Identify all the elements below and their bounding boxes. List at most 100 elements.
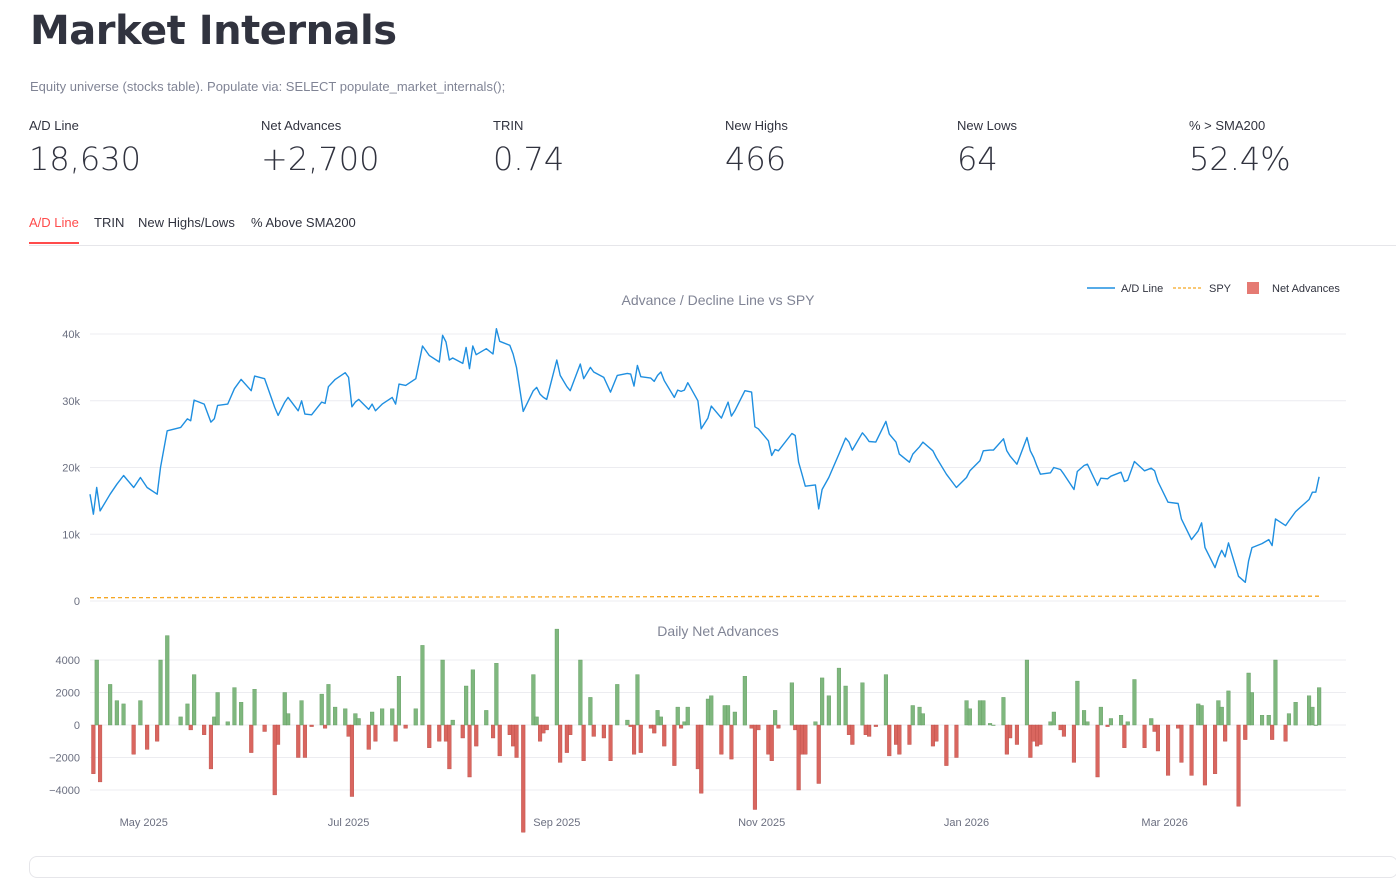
- net-advances-bar[interactable]: [215, 692, 220, 726]
- net-advances-bar[interactable]: [601, 724, 606, 739]
- net-advances-bar[interactable]: [977, 700, 982, 726]
- net-advances-bar[interactable]: [467, 724, 472, 778]
- net-advances-bar[interactable]: [349, 724, 355, 797]
- net-advances-bar[interactable]: [1004, 724, 1009, 755]
- net-advances-bar[interactable]: [1165, 724, 1171, 776]
- net-advances-bar[interactable]: [793, 724, 798, 731]
- net-advances-bar[interactable]: [1226, 690, 1231, 726]
- net-advances-bar[interactable]: [679, 724, 684, 729]
- net-advances-bar[interactable]: [366, 724, 371, 750]
- net-advances-bar[interactable]: [1317, 687, 1322, 726]
- net-advances-bar[interactable]: [732, 711, 737, 726]
- net-advances-bar[interactable]: [188, 724, 193, 731]
- net-advances-bar[interactable]: [1132, 679, 1137, 726]
- net-advances-bar[interactable]: [729, 724, 734, 760]
- net-advances-bar[interactable]: [1236, 724, 1241, 807]
- net-advances-bar[interactable]: [1202, 724, 1207, 786]
- net-advances-bar[interactable]: [437, 724, 442, 742]
- net-advances-bar[interactable]: [494, 663, 499, 726]
- net-advances-bar[interactable]: [158, 659, 163, 726]
- net-advances-bar[interactable]: [632, 724, 637, 755]
- net-advances-bar[interactable]: [554, 628, 559, 726]
- net-advances-bar[interactable]: [531, 674, 536, 726]
- net-advances-bar[interactable]: [907, 724, 912, 745]
- net-advances-bar[interactable]: [262, 724, 267, 732]
- net-advances-bar[interactable]: [393, 724, 398, 742]
- net-advances-bar[interactable]: [356, 718, 361, 726]
- net-advances-bar[interactable]: [239, 702, 244, 726]
- net-advances-bar[interactable]: [302, 724, 308, 758]
- net-advances-bar[interactable]: [1058, 724, 1063, 731]
- net-advances-bar[interactable]: [185, 703, 190, 726]
- net-advances-bar[interactable]: [178, 716, 183, 726]
- net-advances-bar[interactable]: [588, 697, 593, 726]
- net-advances-bar[interactable]: [544, 724, 549, 731]
- net-advances-bar[interactable]: [507, 724, 512, 736]
- net-advances-bar[interactable]: [1175, 724, 1181, 729]
- net-advances-bar[interactable]: [491, 724, 496, 739]
- net-advances-bar[interactable]: [370, 711, 375, 726]
- net-advances-bar[interactable]: [773, 710, 778, 726]
- net-advances-bar[interactable]: [319, 693, 324, 726]
- net-advances-bar[interactable]: [1061, 724, 1066, 737]
- net-advances-bar[interactable]: [967, 708, 972, 726]
- tab-trin[interactable]: TRIN: [94, 215, 125, 230]
- net-advances-bar[interactable]: [635, 674, 640, 726]
- net-advances-bar[interactable]: [309, 724, 314, 727]
- net-advances-bar[interactable]: [1259, 715, 1265, 726]
- net-advances-bar[interactable]: [1212, 724, 1218, 774]
- net-advances-bar[interactable]: [460, 724, 465, 739]
- net-advances-bar[interactable]: [484, 710, 489, 726]
- net-advances-bar[interactable]: [131, 724, 136, 755]
- net-advances-bar[interactable]: [652, 724, 657, 734]
- net-advances-bar[interactable]: [326, 684, 331, 726]
- net-advances-bar[interactable]: [930, 724, 935, 747]
- net-advances-bar[interactable]: [1283, 724, 1288, 742]
- net-advances-bar[interactable]: [1219, 706, 1224, 726]
- net-advances-bar[interactable]: [672, 724, 677, 766]
- net-advances-bar[interactable]: [323, 724, 328, 729]
- net-advances-bar[interactable]: [944, 724, 949, 766]
- net-advances-bar[interactable]: [1179, 724, 1184, 763]
- net-advances-bar[interactable]: [272, 724, 277, 796]
- tab-pct-above-sma200[interactable]: % Above SMA200: [251, 215, 356, 230]
- net-advances-bar[interactable]: [1293, 702, 1298, 726]
- net-advances-bar[interactable]: [991, 724, 996, 726]
- net-advances-bar[interactable]: [1048, 721, 1053, 726]
- net-advances-bar[interactable]: [662, 724, 667, 747]
- net-advances-bar[interactable]: [1152, 724, 1157, 732]
- net-advances-bar[interactable]: [685, 706, 690, 726]
- net-advances-bar[interactable]: [420, 645, 425, 726]
- net-advances-bar[interactable]: [1199, 705, 1204, 726]
- net-advances-bar[interactable]: [867, 724, 872, 737]
- net-advances-bar[interactable]: [373, 724, 378, 742]
- net-advances-bar[interactable]: [91, 724, 96, 774]
- net-advances-bar[interactable]: [803, 724, 808, 755]
- net-advances-bar[interactable]: [208, 724, 214, 770]
- net-advances-bar[interactable]: [138, 700, 143, 726]
- net-advances-bar[interactable]: [1001, 697, 1006, 726]
- net-advances-bar[interactable]: [1122, 724, 1127, 748]
- net-advances-bar[interactable]: [514, 724, 519, 758]
- net-advances-bar[interactable]: [299, 700, 304, 726]
- net-advances-bar[interactable]: [863, 724, 868, 736]
- net-advances-bar[interactable]: [252, 689, 257, 726]
- net-advances-bar[interactable]: [1313, 724, 1318, 726]
- net-advances-bar[interactable]: [202, 724, 207, 736]
- net-advances-bar[interactable]: [789, 682, 794, 726]
- net-advances-bar[interactable]: [1095, 724, 1100, 778]
- net-advances-bar[interactable]: [333, 706, 338, 726]
- net-advances-bar[interactable]: [1196, 703, 1201, 726]
- net-advances-bar[interactable]: [1142, 724, 1147, 748]
- net-advances-bar[interactable]: [447, 724, 452, 770]
- net-advances-bar[interactable]: [296, 724, 301, 758]
- net-advances-bar[interactable]: [1118, 715, 1124, 726]
- net-advances-bar[interactable]: [699, 724, 704, 794]
- net-advances-bar[interactable]: [108, 684, 113, 726]
- net-advances-bar[interactable]: [749, 724, 754, 729]
- net-advances-bar[interactable]: [165, 635, 170, 726]
- net-advances-bar[interactable]: [625, 719, 630, 726]
- net-advances-bar[interactable]: [883, 674, 888, 726]
- net-advances-bar[interactable]: [443, 724, 449, 742]
- net-advances-bar[interactable]: [440, 659, 445, 726]
